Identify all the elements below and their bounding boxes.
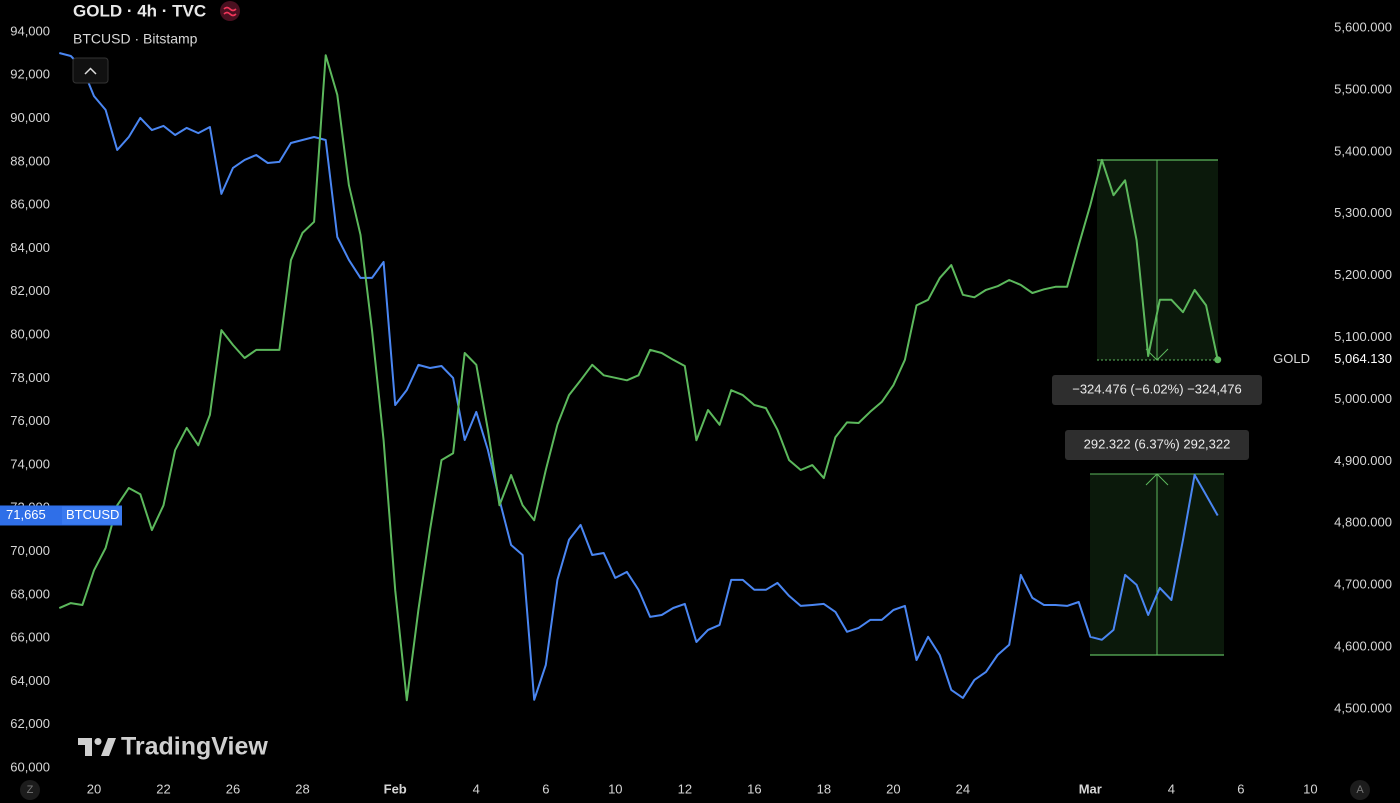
y-tick-label: 70,000 [10,543,50,558]
y2-tick-label: 5,300.000 [1334,205,1392,220]
y-tick-label: 74,000 [10,456,50,471]
y-tick-label: 76,000 [10,413,50,428]
last-price-label: 5,064.130 [1334,351,1392,366]
watermark: TradingView [78,733,268,761]
y2-tick-label: 5,000.000 [1334,391,1392,406]
y-tick-label: 62,000 [10,716,50,731]
y2-tick-label: 4,900.000 [1334,453,1392,468]
last-price-label: 71,665 [6,507,46,522]
y-tick-label: 80,000 [10,326,50,341]
x-tick-label: 28 [295,781,309,796]
y2-tick-label: 4,500.000 [1334,700,1392,715]
x-tick-label: 6 [1237,781,1244,796]
gold-range-measure[interactable]: −324.476 (−6.02%) −324,476 [1052,159,1262,405]
axis-button-label: A [1356,784,1364,796]
x-tick-label: 10 [1303,781,1317,796]
y-tick-label: 64,000 [10,673,50,688]
axis-button-label: Z [27,784,34,796]
chart-subtitle: BTCUSD · Bitstamp [73,31,198,47]
x-tick-label: 4 [1168,781,1175,796]
plot-area [58,52,1222,702]
collapse-button[interactable] [72,57,109,84]
x-tick-label: 12 [678,781,692,796]
series-tag-badge [62,506,122,525]
series-line [58,54,1219,702]
measure-arrow [1145,473,1169,486]
y2-tick-label: 4,800.000 [1334,515,1392,530]
y-tick-label: 92,000 [10,67,50,82]
x-tick-label: 10 [608,781,622,796]
x-tick-label: 22 [156,781,170,796]
y-tick-label: 86,000 [10,197,50,212]
y2-tick-label: 4,600.000 [1334,639,1392,654]
y2-tick-label: 5,200.000 [1334,267,1392,282]
series-tag: BTCUSD [66,507,119,522]
y2-tick-label: 5,100.000 [1334,329,1392,344]
watermark-text: TradingView [121,733,268,761]
x-tick-label: 6 [542,781,549,796]
x-tick-label: 26 [226,781,240,796]
y-tick-label: 66,000 [10,630,50,645]
x-tick-label: 24 [956,781,970,796]
y2-tick-label: 4,700.000 [1334,577,1392,592]
y2-tick-label: 5,500.000 [1334,81,1392,96]
x-tick-label: Feb [384,781,407,796]
axis-button[interactable]: A [1350,780,1370,800]
measure-label: −324.476 (−6.02%) −324,476 [1072,381,1242,396]
x-tick-label: 18 [817,781,831,796]
y-tick-label: 84,000 [10,240,50,255]
y-tick-label: 68,000 [10,586,50,601]
x-tick-label: 4 [473,781,480,796]
y2-tick-label: 5,400.000 [1334,143,1392,158]
symbol-icon [220,1,240,21]
y-tick-label: 88,000 [10,153,50,168]
last-point [1214,356,1222,364]
btc-range-measure[interactable]: 292.322 (6.37%) 292,322 [1065,430,1249,656]
series-tag: GOLD [1273,351,1310,366]
x-tick-label: 20 [886,781,900,796]
measure-label: 292.322 (6.37%) 292,322 [1084,436,1231,451]
chart-title: GOLD · 4h · TVC [73,1,206,20]
y-tick-label: 78,000 [10,370,50,385]
x-tick-label: 16 [747,781,761,796]
y-tick-label: 82,000 [10,283,50,298]
y-tick-label: 94,000 [10,23,50,38]
x-tick-label: 20 [87,781,101,796]
y-tick-label: 90,000 [10,110,50,125]
y-tick-label: 60,000 [10,759,50,774]
series-line [59,52,1219,701]
measure-label-box [1052,375,1262,405]
axis-button[interactable]: Z [20,780,40,800]
y2-tick-label: 5,600.000 [1334,19,1392,34]
measure-label-box [1065,430,1249,460]
x-tick-label: Mar [1079,781,1102,796]
